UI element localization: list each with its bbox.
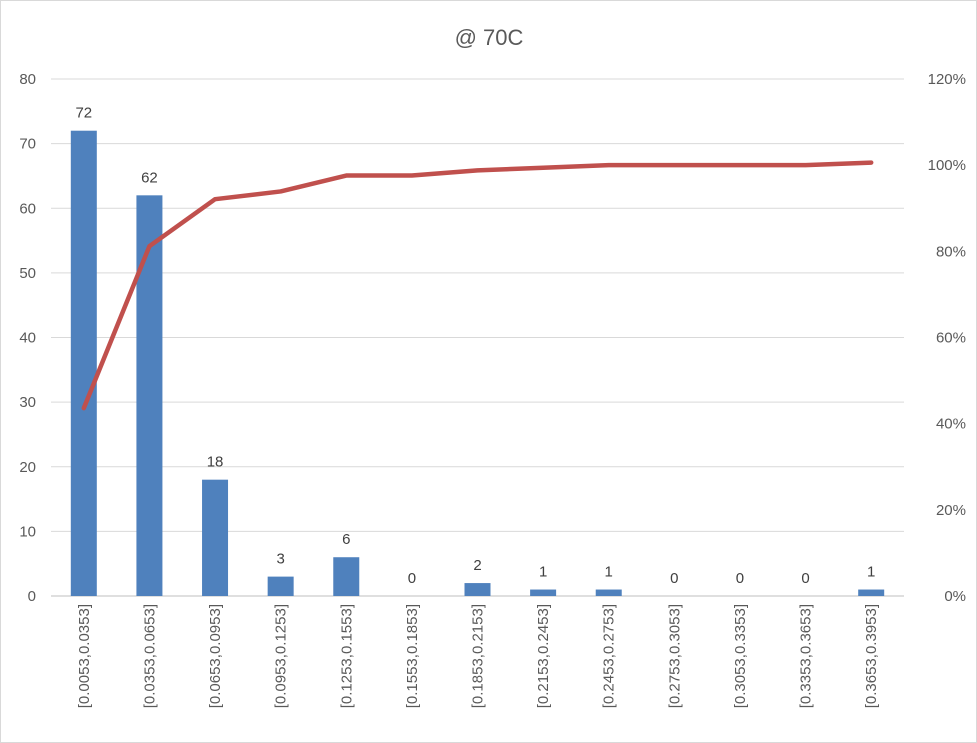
data-labels: 72 62 18 3 6 0 2 1 1 0 0 0 1 (75, 105, 875, 587)
right-axis-tick-label: 0% (944, 588, 966, 605)
left-axis-tick-label: 70 (19, 136, 36, 153)
bar (136, 195, 163, 596)
bar-data-label: 1 (867, 564, 875, 581)
x-axis-category-label: [0.3353,0.3653] (798, 604, 815, 708)
x-axis-category-label: [0.2153,0.2453] (535, 604, 552, 708)
right-axis-tick-label: 120% (928, 71, 966, 88)
bar-data-label: 0 (801, 570, 809, 587)
bar-series (70, 130, 885, 596)
bar-data-label: 62 (141, 169, 158, 186)
left-axis-tick-label: 50 (19, 265, 36, 282)
left-axis-tick-label: 40 (19, 330, 36, 347)
right-axis-tick-label: 60% (936, 330, 966, 347)
right-axis-tick-label: 40% (936, 416, 966, 433)
gridlines (51, 78, 904, 597)
right-axis-tick-label: 20% (936, 502, 966, 519)
x-axis-category-label: [0.0953,0.1253] (273, 604, 290, 708)
bar (202, 479, 229, 596)
x-axis-category-label: [0.0653,0.0953] (207, 604, 224, 708)
bar-data-label: 1 (539, 564, 547, 581)
x-axis-category-label: [0.0053,0.0353] (76, 604, 93, 708)
x-axis-category-label: [0.1853,0.2153] (470, 604, 487, 708)
x-axis-category-label: [0.0353,0.0653] (141, 604, 158, 708)
bar-data-label: 18 (207, 454, 224, 471)
left-axis-tick-label: 20 (19, 459, 36, 476)
bar-data-label: 0 (670, 570, 678, 587)
bar (70, 130, 97, 596)
x-axis-category-label: [0.3053,0.3353] (732, 604, 749, 708)
bar (530, 589, 557, 596)
bar-data-label: 0 (736, 570, 744, 587)
left-axis-tick-label: 60 (19, 200, 36, 217)
bar (595, 589, 622, 596)
left-axis-tick-label: 30 (19, 394, 36, 411)
x-axis-category-label: [0.1253,0.1553] (338, 604, 355, 708)
bar (464, 583, 491, 596)
bar-data-label: 0 (408, 570, 416, 587)
chart-title: @ 70C (455, 25, 524, 50)
right-axis: 0% 20% 40% 60% 80% 100% 120% (928, 71, 966, 605)
bar-data-label: 3 (276, 551, 284, 568)
bar (858, 589, 885, 596)
x-axis-category-label: [0.3653,0.3953] (863, 604, 880, 708)
bar (267, 576, 294, 596)
left-axis-tick-label: 10 (19, 523, 36, 540)
x-axis-category-label: [0.1553,0.1853] (404, 604, 421, 708)
x-axis-category-label: [0.2753,0.3053] (666, 604, 683, 708)
bar-data-label: 72 (75, 105, 92, 122)
bar (333, 557, 360, 596)
left-axis: 0 10 20 30 40 50 60 70 80 (19, 71, 36, 605)
x-axis: [0.0053,0.0353] [0.0353,0.0653] [0.0653,0.… (76, 604, 880, 708)
left-axis-tick-label: 80 (19, 71, 36, 88)
x-axis-category-label: [0.2453,0.2753] (601, 604, 618, 708)
cumulative-line-series (81, 160, 874, 411)
right-axis-tick-label: 100% (928, 157, 966, 174)
bar-data-label: 1 (605, 564, 613, 581)
bar-data-label: 6 (342, 531, 350, 548)
cumulative-line (81, 160, 874, 411)
left-axis-tick-label: 0 (28, 588, 36, 605)
right-axis-tick-label: 80% (936, 243, 966, 260)
bar-data-label: 2 (473, 557, 481, 574)
